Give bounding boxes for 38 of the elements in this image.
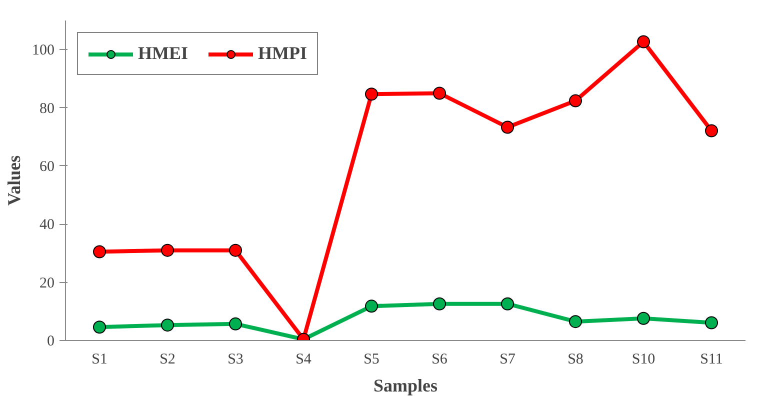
point — [229, 317, 242, 330]
point — [569, 94, 582, 108]
point — [433, 86, 446, 100]
x-tick-label: S5 — [364, 352, 380, 368]
y-tick-label: 80 — [40, 100, 54, 117]
x-tick-label: S11 — [700, 352, 723, 368]
point — [637, 35, 650, 48]
y-tick-label: 40 — [40, 217, 54, 234]
point — [705, 316, 718, 330]
x-tick-label: S4 — [296, 352, 312, 368]
point — [569, 315, 582, 328]
point — [93, 245, 106, 258]
point — [161, 318, 174, 332]
x-tick-label: S6 — [432, 352, 448, 368]
point — [365, 88, 378, 101]
x-tick-label: S2 — [160, 352, 176, 368]
x-tick-label: S7 — [500, 352, 516, 368]
point — [365, 300, 378, 313]
x-axis-title: Samples — [373, 376, 438, 396]
x-tick-label: S1 — [92, 352, 108, 368]
y-axis-title: Values — [4, 155, 24, 206]
point — [501, 120, 514, 134]
legend-label: HMPI — [258, 43, 308, 64]
point — [93, 320, 106, 334]
point — [705, 124, 718, 138]
point — [229, 244, 242, 257]
point — [161, 244, 174, 257]
x-tick-label: S3 — [228, 352, 244, 368]
point — [433, 297, 446, 310]
y-tick-label: 100 — [32, 42, 54, 59]
y-tick-label: 0 — [47, 334, 54, 350]
x-tick-label: S10 — [632, 352, 656, 368]
point — [637, 312, 650, 325]
y-tick-label: 20 — [40, 275, 54, 292]
legend-label: HMEI — [138, 43, 188, 64]
x-tick-label: S8 — [568, 352, 584, 368]
y-tick-label: 60 — [40, 158, 54, 175]
point — [501, 297, 514, 310]
